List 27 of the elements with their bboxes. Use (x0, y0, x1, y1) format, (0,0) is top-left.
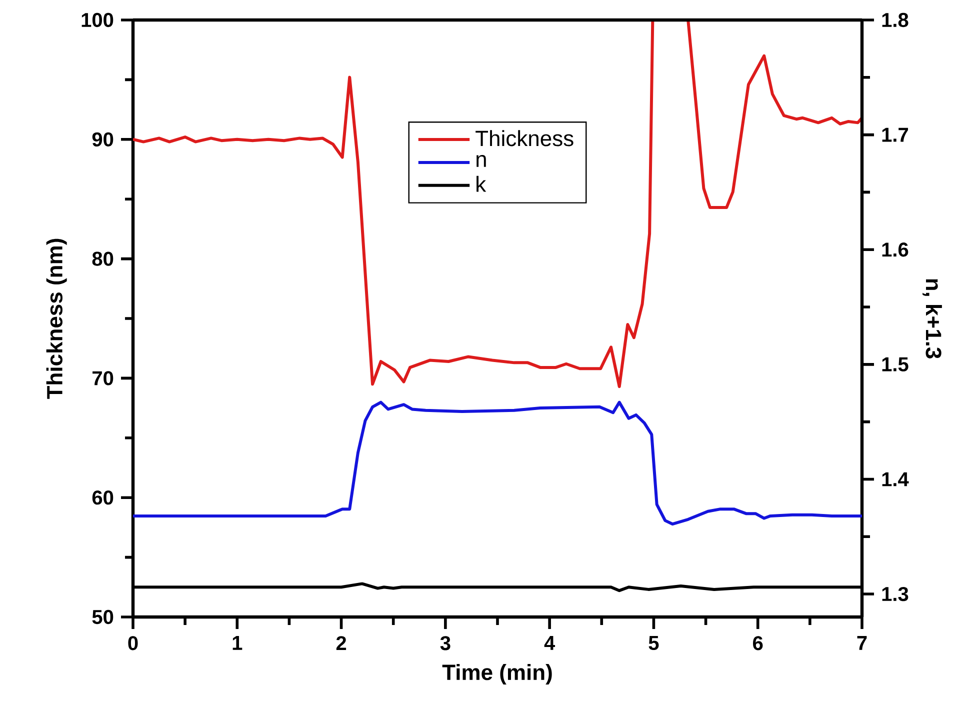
y2-tick-label: 1.5 (882, 357, 908, 372)
x-tick-label: 7 (857, 636, 867, 650)
y-tick-label: 50 (92, 610, 114, 624)
y-tick-label: 60 (92, 490, 114, 505)
legend-label: n (476, 155, 486, 167)
x-axis-title: Time (min) (442, 664, 552, 684)
x-tick-label: 0 (128, 636, 138, 650)
y2-axis-title: n, k+1.3 (922, 279, 942, 358)
line-series (133, 400, 862, 526)
y-axis-title: Thickness (nm) (46, 238, 67, 399)
y-tick-label: 100 (82, 12, 114, 28)
x-tick-label: 3 (440, 636, 450, 650)
y-tick-label: 80 (92, 252, 114, 266)
y2-tick-label: 1.4 (882, 472, 909, 486)
legend-label: k (476, 176, 486, 192)
y2-tick-label: 1.7 (882, 128, 908, 142)
y-tick-label: 70 (92, 371, 114, 386)
legend-label: Thickness (476, 130, 574, 146)
x-tick-label: 2 (336, 636, 346, 650)
y2-tick-label: 1.6 (882, 242, 908, 257)
y-tick-label: 90 (92, 132, 114, 146)
x-tick-label: 4 (544, 636, 556, 650)
x-tick-label: 6 (753, 636, 763, 650)
x-tick-label: 1 (232, 636, 242, 650)
y2-tick-label: 1.8 (882, 12, 908, 28)
y2-tick-label: 1.3 (882, 586, 908, 602)
x-tick-label: 5 (648, 636, 659, 650)
